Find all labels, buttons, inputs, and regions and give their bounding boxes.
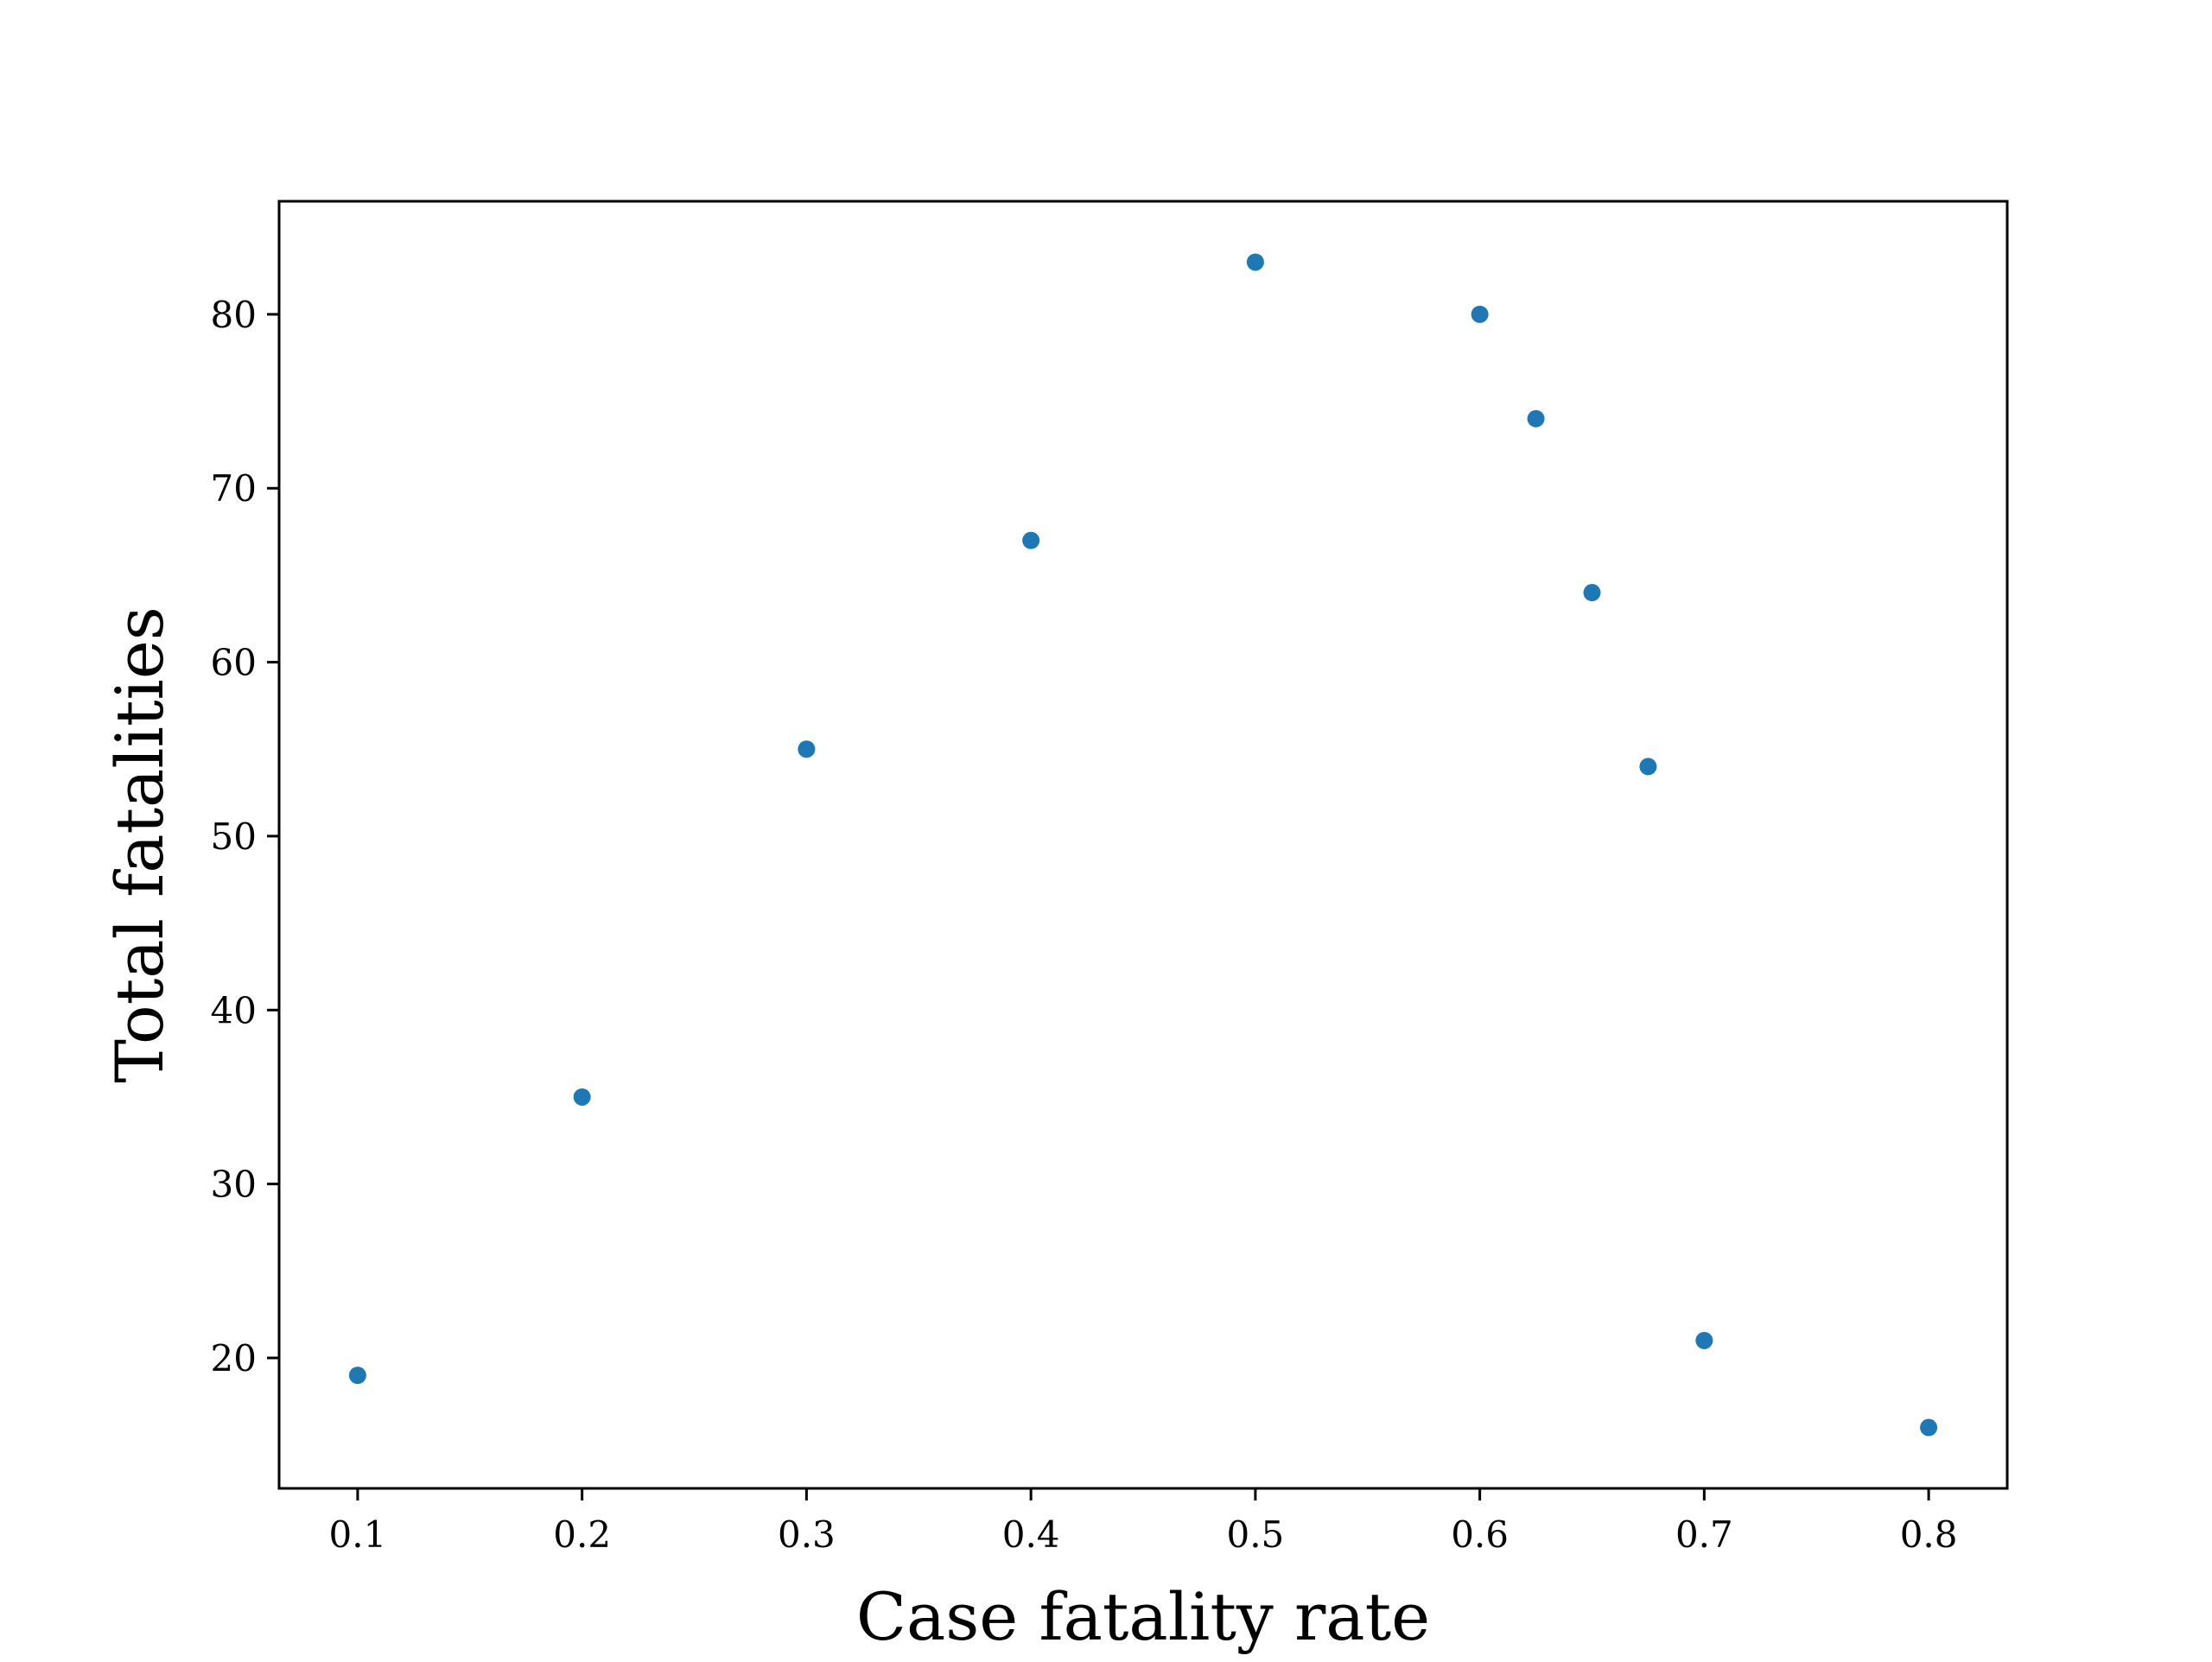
x-tick-label: 0.8: [1900, 1513, 1958, 1556]
scatter-point: [1639, 758, 1657, 776]
y-axis-ticks: 20 30 40 50 60 70 80: [211, 294, 279, 1380]
scatter-point: [798, 740, 816, 758]
data-points: [348, 253, 1938, 1437]
scatter-point: [1920, 1418, 1938, 1437]
scatter-point: [1583, 584, 1601, 602]
scatter-point: [1695, 1331, 1713, 1349]
scatter-point: [1471, 305, 1489, 323]
scatter-point: [348, 1367, 366, 1385]
x-tick-label: 0.5: [1226, 1513, 1284, 1556]
scatter-point: [1022, 531, 1040, 549]
y-tick-label: 60: [211, 642, 257, 684]
x-tick-label: 0.6: [1451, 1513, 1509, 1556]
scatter-point: [1246, 253, 1264, 271]
y-tick-label: 50: [211, 815, 257, 858]
plot-frame: [277, 200, 2009, 1490]
scatter-point: [573, 1088, 591, 1106]
scatter-point: [1527, 409, 1545, 428]
x-tick-label: 0.7: [1675, 1513, 1733, 1556]
y-axis-label: Total fatalities: [101, 606, 178, 1083]
x-tick-label: 0.1: [329, 1513, 387, 1556]
x-tick-label: 0.4: [1002, 1513, 1060, 1556]
y-tick-label: 40: [211, 989, 257, 1031]
y-tick-label: 80: [211, 294, 257, 336]
x-axis-label: Case fatality rate: [856, 1578, 1430, 1655]
y-tick-label: 30: [211, 1164, 257, 1206]
x-tick-label: 0.2: [553, 1513, 611, 1556]
y-tick-label: 20: [211, 1337, 257, 1380]
y-tick-label: 70: [211, 467, 257, 510]
x-axis-ticks: 0.1 0.2 0.3 0.4 0.5 0.6 0.7 0.8: [329, 1488, 1958, 1556]
x-tick-label: 0.3: [778, 1513, 836, 1556]
